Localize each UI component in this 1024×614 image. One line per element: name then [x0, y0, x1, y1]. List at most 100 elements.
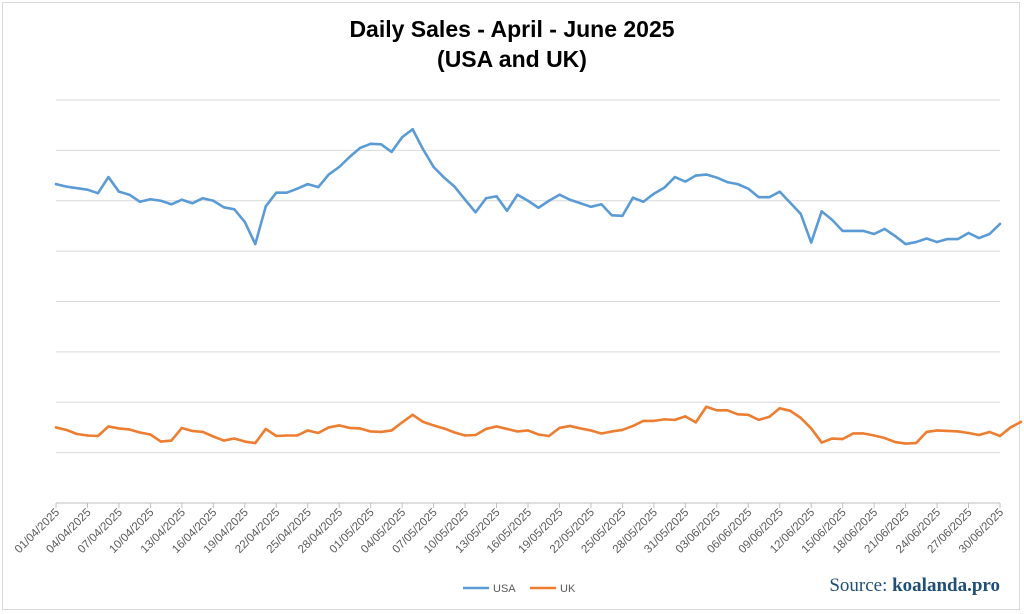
data-point-usa: [338, 165, 341, 169]
data-point-usa: [474, 211, 477, 214]
chart-title: Daily Sales - April - June 2025: [349, 16, 675, 42]
data-point-uk: [505, 427, 509, 431]
data-point-uk: [107, 425, 110, 428]
data-point-usa: [159, 199, 163, 202]
data-point-usa: [600, 203, 603, 206]
data-point-uk: [275, 434, 278, 438]
data-point-uk: [568, 424, 572, 428]
data-point-usa: [138, 200, 142, 203]
data-point-uk: [75, 432, 79, 436]
data-point-usa: [117, 190, 121, 193]
data-point-usa: [191, 202, 194, 205]
data-point-usa: [411, 128, 414, 131]
data-point-uk: [338, 424, 341, 427]
data-point-usa: [547, 199, 551, 202]
data-point-usa: [904, 242, 907, 246]
data-point-usa: [935, 240, 939, 244]
data-point-uk: [474, 433, 477, 437]
x-axis-tick-labels: 01/04/202504/04/202507/04/202510/04/2025…: [13, 503, 1006, 556]
data-point-uk: [977, 433, 981, 437]
data-point-uk: [128, 428, 131, 431]
data-point-uk: [1019, 420, 1023, 424]
data-point-uk: [442, 427, 446, 430]
data-point-usa: [264, 205, 267, 208]
data-point-uk: [369, 430, 372, 433]
data-point-usa: [180, 198, 184, 201]
data-point-usa: [610, 214, 614, 217]
data-point-uk: [715, 409, 718, 412]
data-point-usa: [243, 220, 246, 224]
chart-subtitle: (USA and UK): [437, 46, 587, 72]
data-point-uk: [558, 426, 561, 430]
data-point-usa: [862, 229, 865, 233]
data-point-uk: [810, 427, 813, 430]
data-point-uk: [956, 430, 960, 433]
data-point-uk: [851, 432, 855, 435]
data-point-uk: [495, 425, 498, 428]
data-point-uk: [652, 419, 656, 423]
data-point-usa: [715, 176, 718, 179]
data-point-uk: [778, 407, 781, 410]
data-point-usa: [495, 195, 498, 198]
data-point-usa: [170, 203, 173, 206]
data-point-usa: [589, 205, 593, 208]
data-point-usa: [75, 186, 79, 190]
data-point-usa: [757, 196, 760, 199]
data-point-uk: [317, 431, 320, 435]
data-point-uk: [820, 441, 823, 444]
data-point-usa: [516, 193, 519, 196]
data-point-usa: [977, 236, 981, 240]
data-point-usa: [642, 200, 645, 203]
data-point-uk: [65, 428, 68, 432]
data-point-usa: [988, 232, 991, 236]
data-point-uk: [96, 434, 100, 438]
data-point-uk: [526, 429, 530, 432]
data-point-uk: [411, 413, 414, 417]
data-point-uk: [306, 429, 309, 432]
data-point-uk: [432, 424, 435, 427]
data-point-usa: [379, 143, 383, 146]
data-point-uk: [264, 427, 267, 431]
data-point-usa: [967, 231, 970, 235]
data-point-uk: [705, 405, 708, 408]
data-point-usa: [883, 227, 886, 231]
data-point-uk: [191, 429, 194, 433]
data-point-uk: [673, 418, 677, 422]
data-point-usa: [275, 191, 278, 194]
source-site[interactable]: koalanda.pro: [892, 575, 1000, 596]
data-point-usa: [747, 187, 750, 190]
data-point-usa: [694, 174, 698, 177]
legend-item-uk: UK: [530, 583, 576, 595]
data-point-usa: [369, 142, 372, 146]
data-point-uk: [86, 434, 89, 437]
data-point-uk: [421, 420, 425, 424]
data-point-usa: [233, 208, 236, 211]
data-point-uk: [893, 440, 897, 444]
data-point-uk: [862, 432, 865, 435]
data-point-uk: [830, 437, 834, 440]
legend-item-usa: USA: [463, 583, 516, 595]
data-point-usa: [296, 187, 299, 190]
data-point-uk: [925, 430, 928, 434]
legend: USA UK: [463, 583, 576, 595]
data-point-uk: [54, 426, 58, 429]
data-point-usa: [998, 222, 1002, 226]
data-point-usa: [893, 234, 897, 238]
data-point-usa: [285, 191, 288, 194]
data-point-usa: [799, 212, 802, 216]
data-point-usa: [537, 206, 540, 210]
data-point-usa: [358, 146, 362, 150]
gridlines: [56, 99, 1000, 504]
data-point-usa: [400, 136, 404, 139]
chart-title-block: Daily Sales - April - June 2025 (USA and…: [0, 14, 1024, 74]
data-point-usa: [631, 196, 635, 199]
data-point-usa: [684, 180, 687, 183]
data-point-uk: [600, 432, 603, 435]
data-point-uk: [579, 427, 582, 430]
data-point-usa: [327, 173, 330, 176]
data-point-usa: [317, 185, 320, 189]
data-point-usa: [946, 237, 949, 241]
data-point-uk: [348, 426, 351, 430]
